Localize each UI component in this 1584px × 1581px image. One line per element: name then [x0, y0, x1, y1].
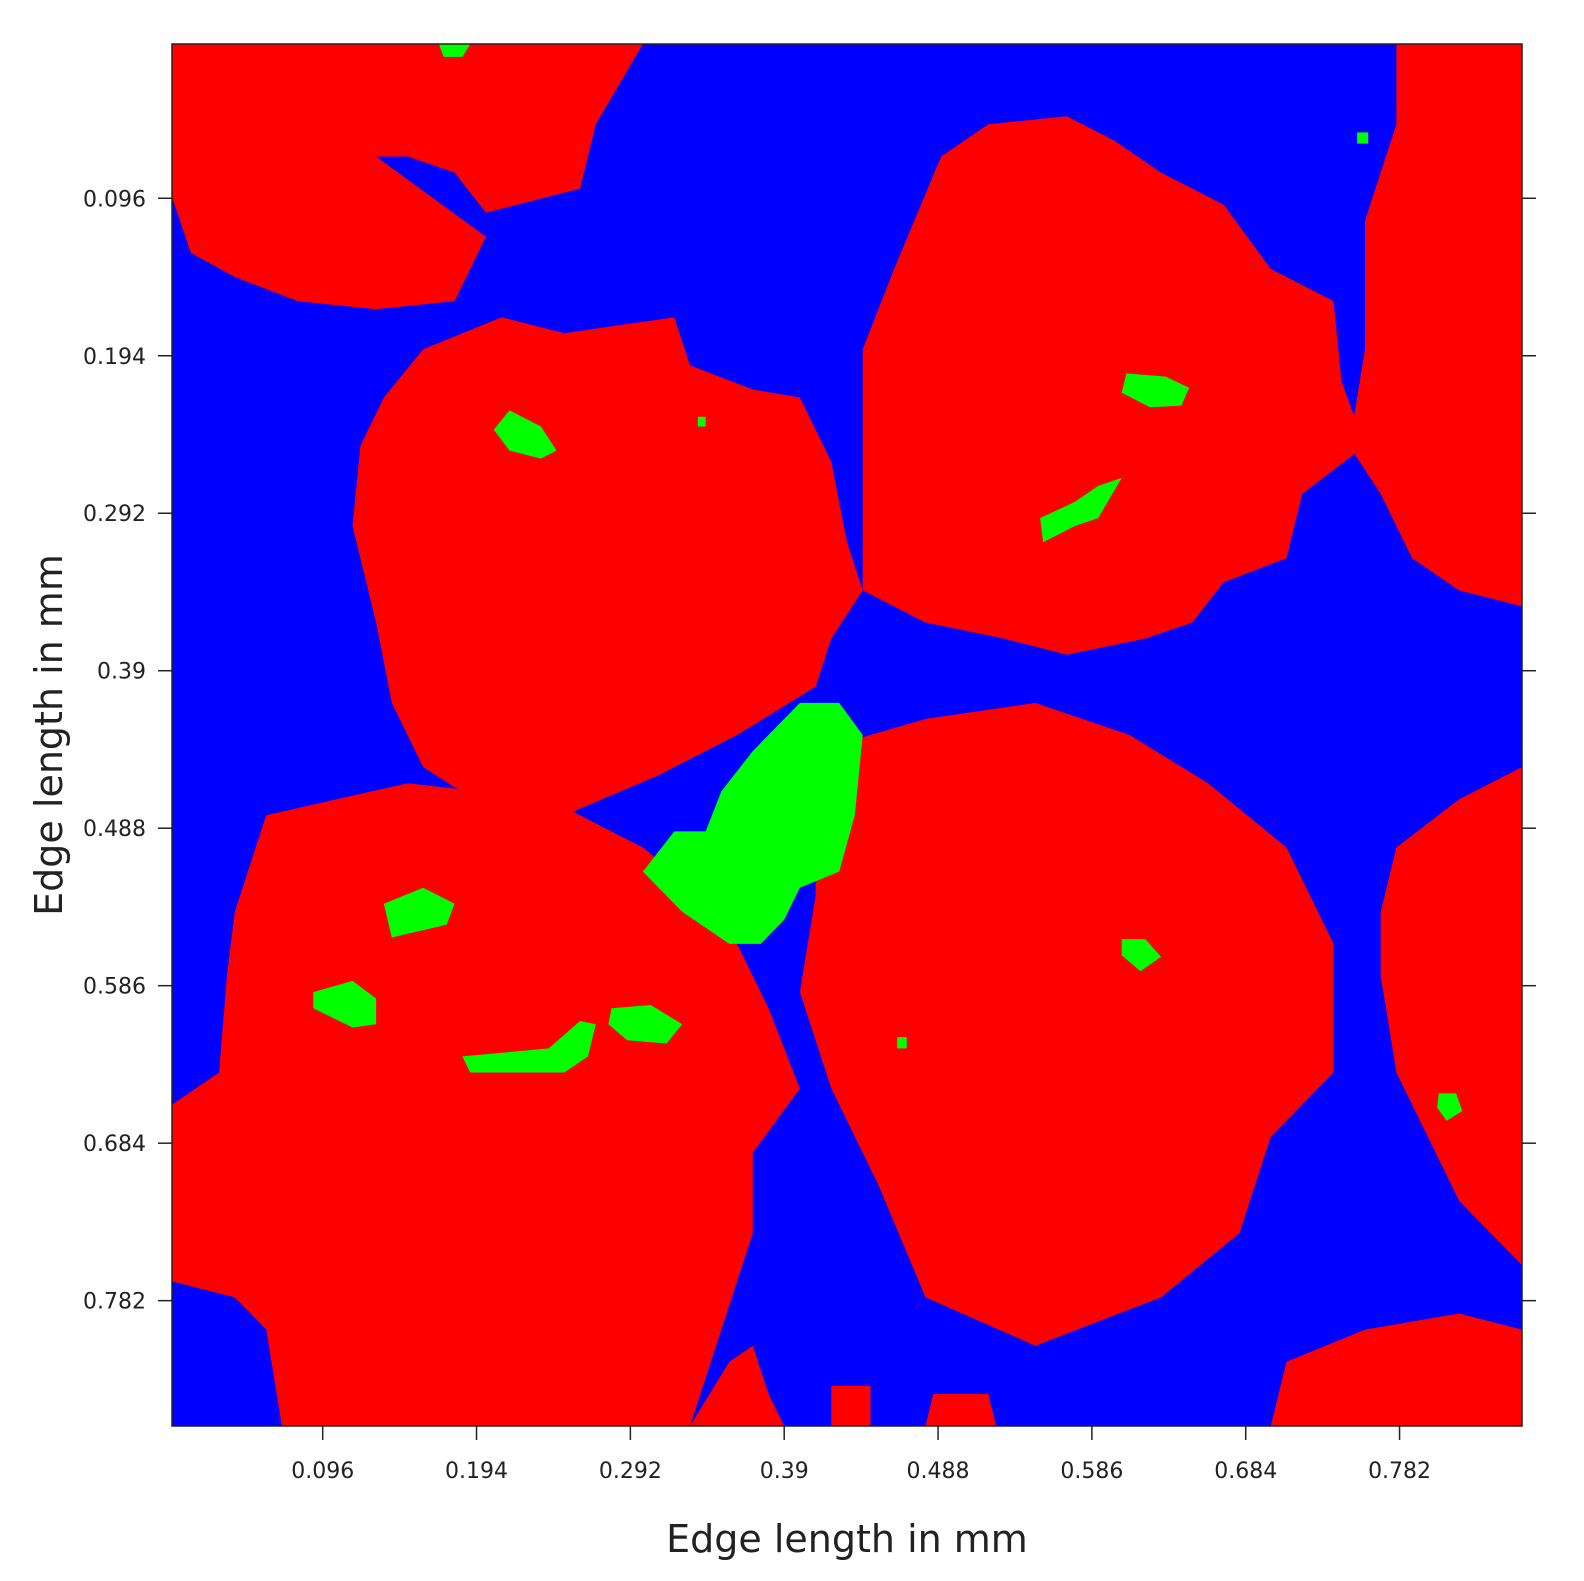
green-inclusion-region-4: [1040, 477, 1122, 543]
red-grain-region-8: [1270, 1313, 1522, 1426]
y-tick-label: 0.39: [97, 660, 146, 685]
green-inclusion-region-3: [1121, 373, 1190, 408]
green-inclusion-region-1: [642, 702, 863, 944]
green-inclusion-region-11: [438, 44, 471, 57]
x-tick-label: 0.684: [1214, 1459, 1277, 1484]
green-inclusion-region-14: [897, 1037, 907, 1049]
y-tick-label: 0.292: [83, 502, 146, 527]
y-tick-label: 0.194: [83, 345, 146, 370]
green-inclusion-region-5: [383, 887, 455, 938]
y-tick-label: 0.488: [83, 817, 146, 842]
green-inclusion-region-6: [313, 980, 377, 1028]
x-tick-label: 0.292: [599, 1459, 662, 1484]
red-grain-region-10: [831, 1385, 871, 1426]
x-tick-label: 0.586: [1060, 1459, 1123, 1484]
green-inclusion-region-12: [1357, 132, 1369, 144]
plot-area: [171, 43, 1523, 1427]
red-grain-region-4: [1349, 44, 1522, 607]
y-tick-label: 0.586: [83, 975, 146, 1000]
x-tick-label: 0.096: [291, 1459, 354, 1484]
red-grain-region-1: [172, 44, 643, 310]
y-tick-label: 0.096: [83, 187, 146, 212]
x-tick-label: 0.488: [907, 1459, 970, 1484]
x-tick-label: 0.194: [445, 1459, 508, 1484]
x-tick-label: 0.782: [1368, 1459, 1431, 1484]
green-inclusion-region-10: [1437, 1093, 1463, 1121]
phase-regions: [172, 44, 1522, 1426]
x-tick-label: 0.39: [760, 1459, 809, 1484]
green-inclusion-region-9: [1121, 939, 1161, 972]
y-axis-ticks: 0.096 0.194 0.292 0.39 0.488 0.586 0.684 0.782: [83, 187, 1536, 1315]
red-grain-region-9: [690, 1345, 785, 1426]
red-grain-region-3: [862, 116, 1365, 655]
red-grain-region-7: [1380, 767, 1522, 1266]
green-inclusion-region-8: [608, 1005, 683, 1044]
red-grain-region-2: [352, 317, 863, 816]
red-grain-region-6: [172, 783, 800, 1426]
red-grain-region-5: [799, 702, 1334, 1346]
x-axis-ticks: 0.096 0.194 0.292 0.39 0.488 0.586 0.684 0.782: [291, 1426, 1431, 1484]
red-grain-region-11: [925, 1393, 997, 1426]
x-axis-title: Edge length in mm: [666, 1517, 1028, 1561]
plot-frame: [171, 43, 1523, 1427]
y-axis-title: Edge length in mm: [27, 554, 71, 916]
green-inclusion-region-13: [697, 416, 706, 427]
y-tick-label: 0.782: [83, 1290, 146, 1315]
green-inclusion-region-2: [493, 410, 557, 459]
green-inclusion-region-7: [462, 1021, 596, 1073]
y-tick-label: 0.684: [83, 1132, 146, 1157]
